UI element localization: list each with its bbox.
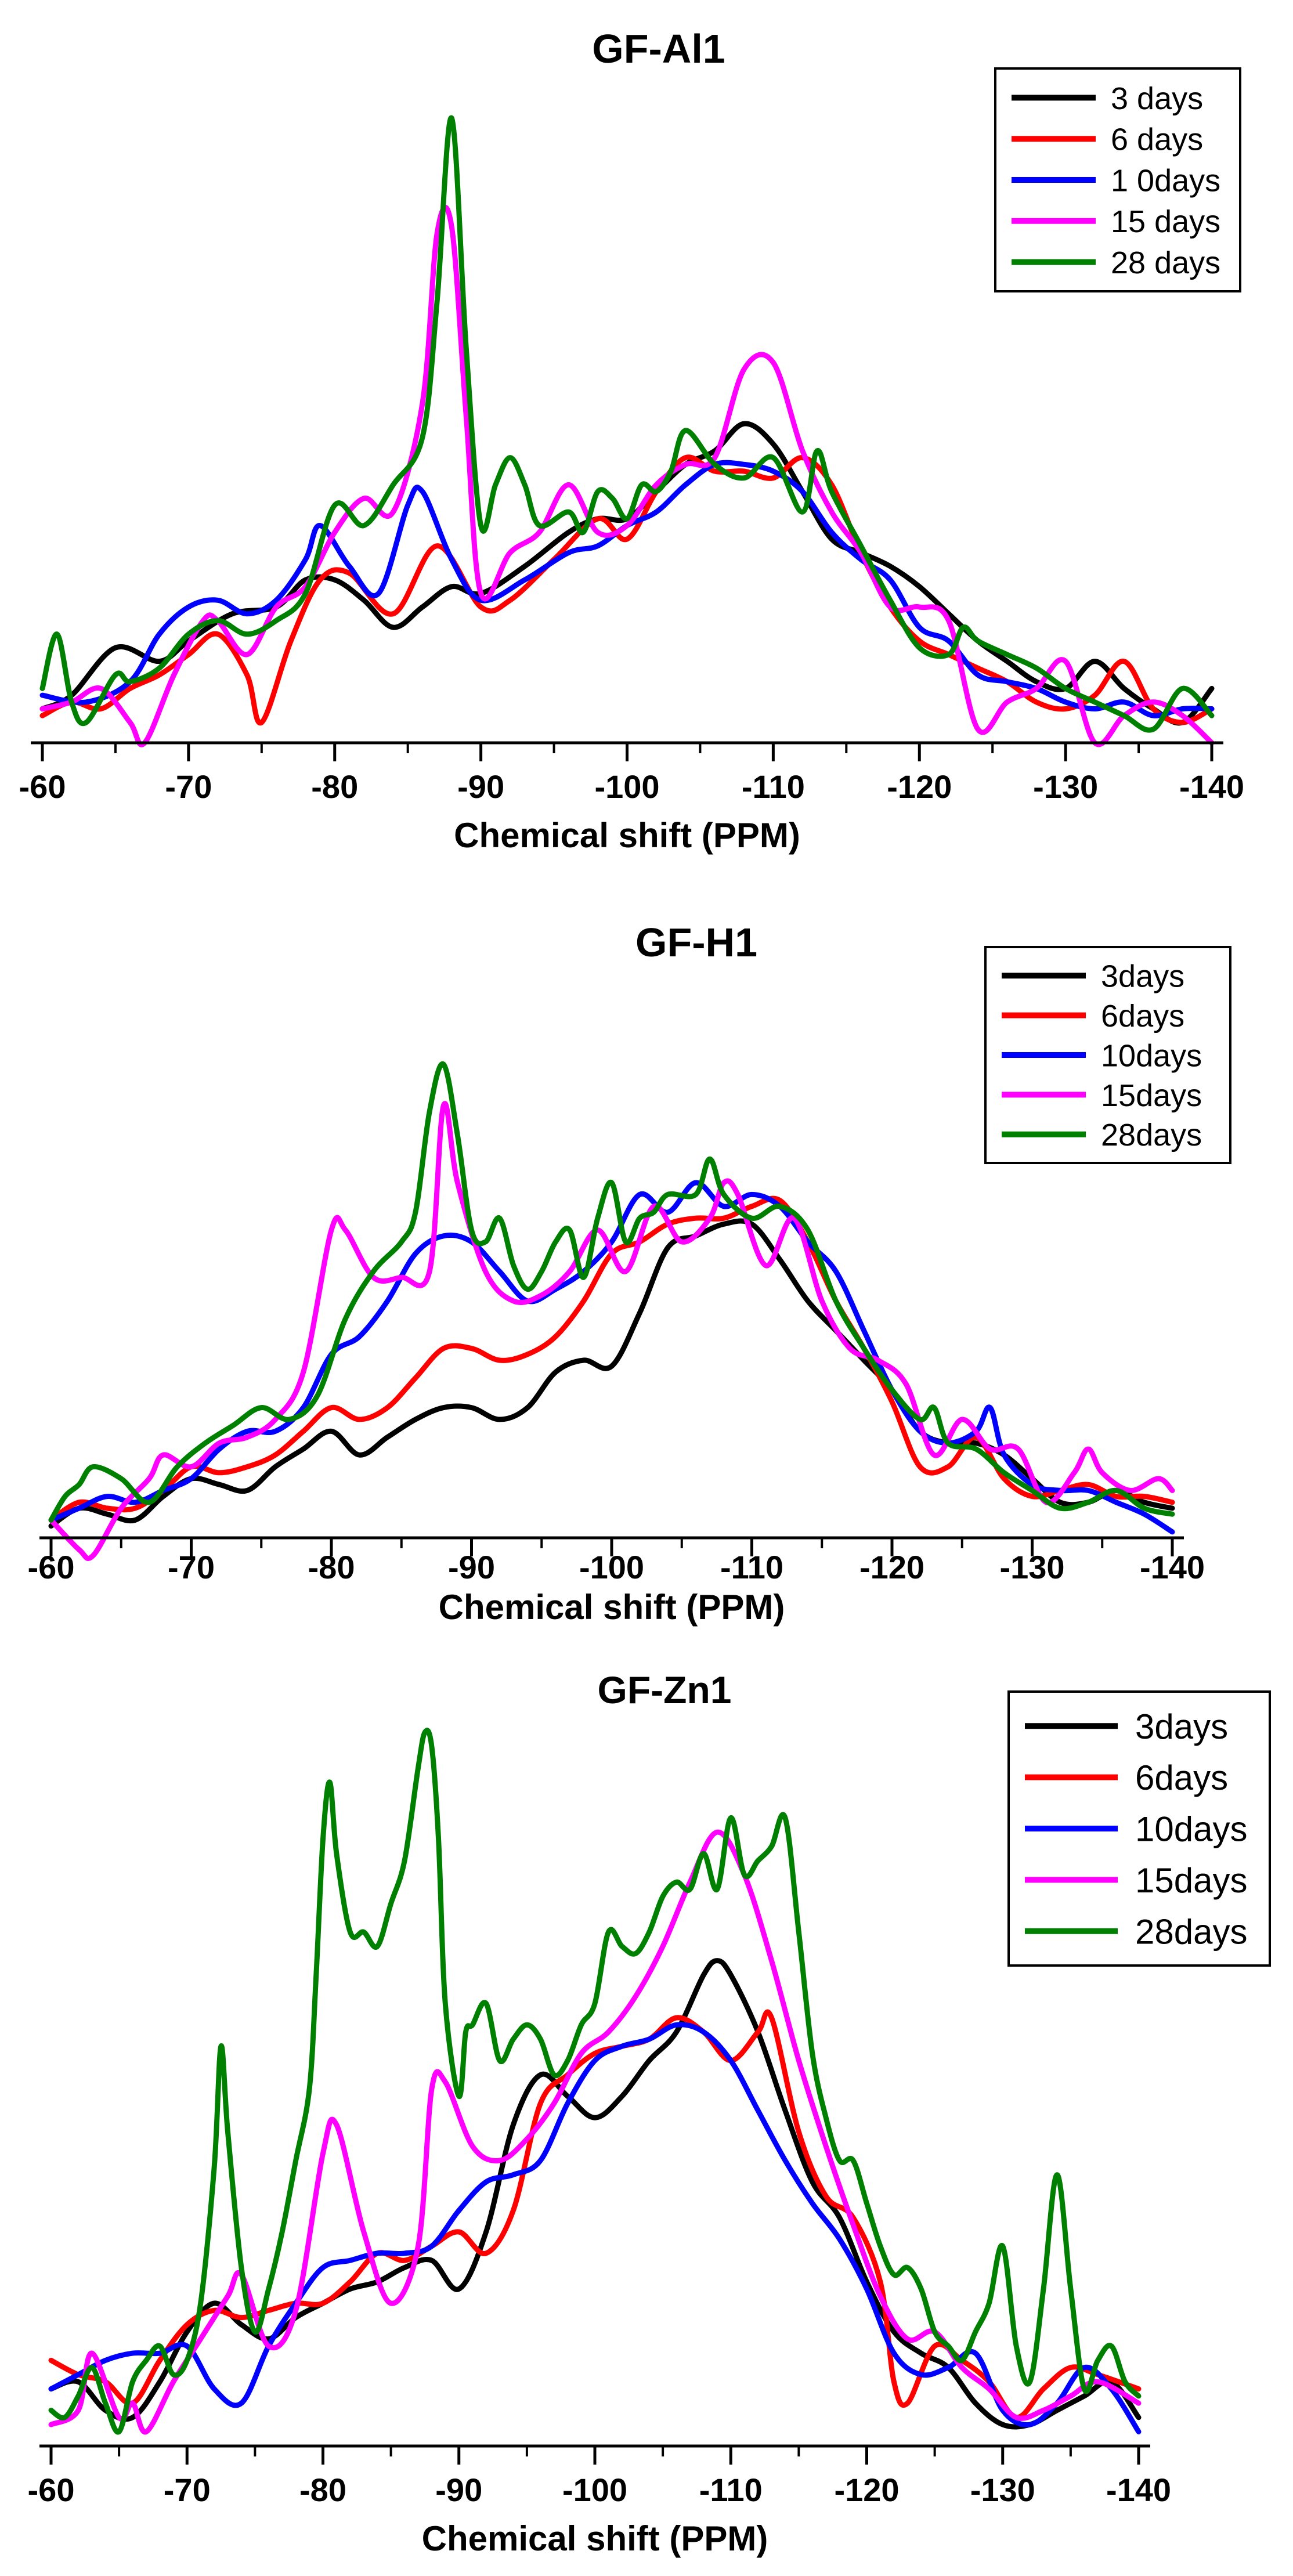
series-line-28days (48, 1061, 1175, 1523)
x-tick-label: -60 (28, 1549, 75, 1585)
legend-label-6days: 6days (1101, 999, 1184, 1034)
x-tick-label: -90 (448, 1549, 495, 1585)
series-line-28days (39, 115, 1215, 733)
legend-label-28days: 28 days (1111, 245, 1220, 280)
series-line-28days (48, 1728, 1142, 2435)
series-line-15days (39, 204, 1215, 747)
legend-label-15days: 15 days (1111, 204, 1220, 239)
x-tick-label: -120 (859, 1549, 924, 1585)
chart-gf-zn1: GF-Zn1 -60 -70 -80 -90 -100 -110 -120 -130 -140 Ch… (28, 1668, 1271, 2558)
x-tick-label: -100 (562, 2472, 627, 2508)
x-tick-label: -70 (164, 2472, 211, 2508)
series-line-3days (48, 1218, 1175, 1529)
x-tick-label: -80 (308, 1549, 355, 1585)
legend: 3 days 6 days 1 0days 15 days 28 days (994, 67, 1241, 292)
legend-label-28days: 28days (1135, 1912, 1247, 1951)
legend-label-3days: 3days (1135, 1707, 1228, 1746)
chart-title: GF-Al1 (592, 26, 725, 71)
x-tick-label: -130 (999, 1549, 1064, 1585)
x-tick-label: -90 (435, 2472, 482, 2508)
x-tick-label: -110 (699, 2472, 763, 2508)
x-tick-label: -140 (1179, 768, 1244, 805)
x-tick-label: -70 (168, 1549, 215, 1585)
chart-gf-al1: GF-Al1 -60 -70 -80 -90 -100 -110 -120 -130 -140 Ch… (19, 26, 1245, 855)
x-axis-label: Chemical shift (PPM) (454, 816, 800, 855)
x-tick-label: -140 (1140, 1549, 1205, 1585)
x-tick-label: -100 (594, 768, 659, 805)
legend: 3days 6days 10days 15days 28days (1007, 1690, 1271, 1967)
x-tick-label: -120 (887, 768, 952, 805)
legend-label-6days: 6days (1135, 1758, 1228, 1797)
x-tick-label: -100 (579, 1549, 644, 1585)
legend-label-28days: 28days (1101, 1118, 1202, 1152)
x-tick-label: -80 (311, 768, 358, 805)
legend-label-3days: 3 days (1111, 81, 1203, 116)
x-tick-label: -130 (970, 2472, 1035, 2508)
legend-label-10days: 1 0days (1111, 163, 1220, 198)
chart-title: GF-H1 (635, 920, 757, 965)
x-tick-label: -80 (299, 2472, 346, 2508)
series-line-10days (48, 1180, 1175, 1535)
legend-label-10days: 10days (1135, 1810, 1247, 1849)
x-tick-label: -110 (720, 1549, 783, 1585)
legend-label-3days: 3days (1101, 959, 1184, 994)
x-axis-label: Chemical shift (PPM) (439, 1588, 785, 1627)
chart-title: GF-Zn1 (598, 1668, 732, 1711)
x-tick-label: -70 (165, 768, 212, 805)
legend-label-6days: 6 days (1111, 122, 1203, 157)
x-tick-label: -140 (1106, 2472, 1171, 2508)
chart-gf-h1: GF-H1 -60 -70 -80 -90 -100 -110 -120 -130 -140 Che… (28, 920, 1231, 1627)
legend: 3days 6days 10days 15days 28days (984, 946, 1231, 1164)
x-tick-label: -90 (457, 768, 504, 805)
legend-label-15days: 15days (1135, 1861, 1247, 1900)
legend-label-15days: 15days (1101, 1078, 1202, 1113)
legend-label-10days: 10days (1101, 1038, 1202, 1073)
x-tick-label: -130 (1033, 768, 1098, 805)
x-tick-label: -60 (19, 768, 66, 805)
series-line-3days (48, 1958, 1142, 2430)
x-tick-label: -60 (28, 2472, 75, 2508)
series-line-15days (48, 1101, 1175, 1561)
series-line-15days (48, 1829, 1142, 2434)
x-tick-label: -110 (742, 768, 805, 805)
x-tick-label: -120 (834, 2472, 899, 2508)
x-axis-label: Chemical shift (PPM) (422, 2519, 768, 2558)
